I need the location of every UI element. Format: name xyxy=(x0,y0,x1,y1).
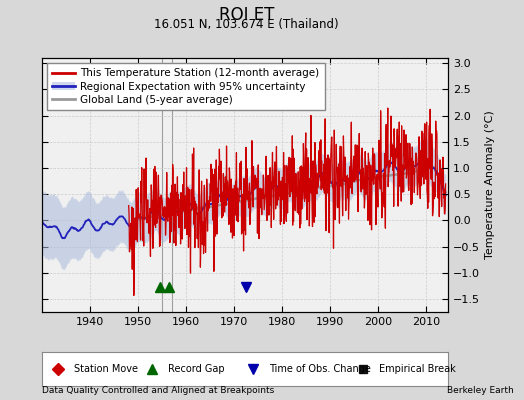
Text: ROI ET: ROI ET xyxy=(219,6,274,24)
Text: Berkeley Earth: Berkeley Earth xyxy=(447,386,514,395)
Legend: This Temperature Station (12-month average), Regional Expectation with 95% uncer: This Temperature Station (12-month avera… xyxy=(47,63,325,110)
Text: Record Gap: Record Gap xyxy=(168,364,224,374)
Text: 16.051 N, 103.674 E (Thailand): 16.051 N, 103.674 E (Thailand) xyxy=(154,18,339,31)
Text: Data Quality Controlled and Aligned at Breakpoints: Data Quality Controlled and Aligned at B… xyxy=(42,386,274,395)
Text: Station Move: Station Move xyxy=(74,364,138,374)
Y-axis label: Temperature Anomaly (°C): Temperature Anomaly (°C) xyxy=(485,111,495,259)
Text: Empirical Break: Empirical Break xyxy=(379,364,456,374)
Text: Time of Obs. Change: Time of Obs. Change xyxy=(269,364,371,374)
